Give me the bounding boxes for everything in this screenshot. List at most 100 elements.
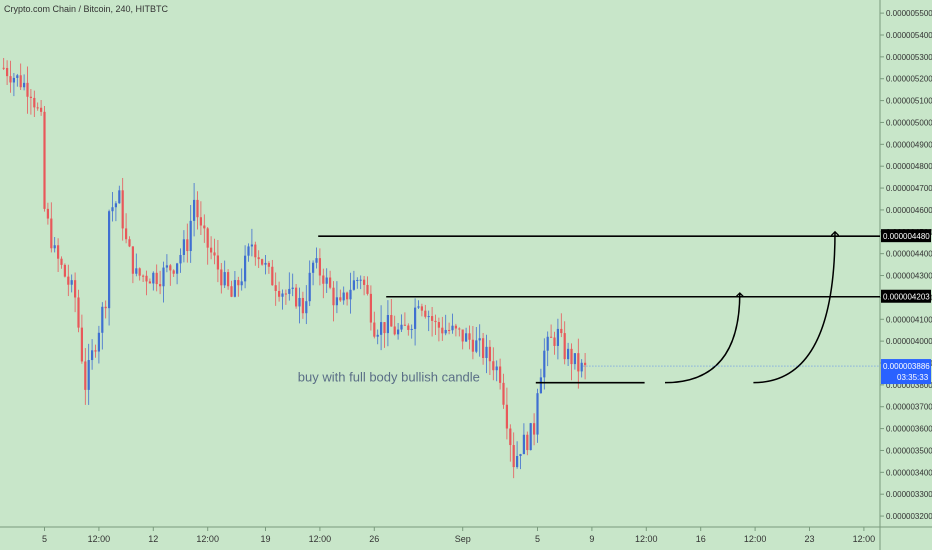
price-tick-label: 0.000005100 <box>886 97 932 106</box>
candle-body <box>295 287 298 307</box>
candle <box>471 325 474 360</box>
candle <box>247 243 250 262</box>
candle-body <box>40 107 43 112</box>
candle-body <box>77 297 80 328</box>
candle-body <box>543 350 546 378</box>
candle <box>206 227 209 265</box>
candle <box>543 338 546 390</box>
candle-body <box>465 333 468 342</box>
candle-body <box>9 76 12 83</box>
candle <box>390 299 393 327</box>
annotations-layer[interactable]: buy with full body bullish candle <box>298 370 480 385</box>
candle <box>220 263 223 294</box>
candle <box>410 324 413 339</box>
candle-body <box>189 220 192 252</box>
candle <box>169 263 172 286</box>
candle <box>563 321 566 365</box>
candle <box>16 73 19 87</box>
price-badges: 0.000004480 0.000004203 0.000003886 03:35:3… <box>583 229 931 385</box>
candle-body <box>254 244 257 258</box>
candle-body <box>560 328 563 334</box>
candle <box>128 236 131 248</box>
candle <box>101 302 104 350</box>
candle-body <box>80 327 83 362</box>
candle <box>505 387 508 440</box>
candle-body <box>196 199 199 218</box>
candle <box>9 60 12 93</box>
candle-body <box>369 293 372 323</box>
price-tick-label: 0.000003500 <box>886 446 932 455</box>
candle-body <box>403 324 406 326</box>
candle-body <box>26 82 29 97</box>
candle-body <box>274 285 277 291</box>
candle-body <box>407 325 410 330</box>
candle <box>499 358 502 390</box>
candle-body <box>271 266 274 286</box>
time-tick-label: 19 <box>260 534 270 544</box>
candle <box>441 316 444 341</box>
candle-body <box>516 456 519 468</box>
candle-body <box>227 272 230 287</box>
candle <box>502 373 505 409</box>
candle-body <box>284 293 287 295</box>
candle-body <box>94 350 97 352</box>
candle-body <box>267 262 270 267</box>
current-price-label: 0.000003886 <box>883 362 930 371</box>
candle-body <box>553 337 556 346</box>
candle <box>91 339 94 370</box>
price-tick-label: 0.000004400 <box>886 250 932 259</box>
candle-body <box>203 225 206 229</box>
candle <box>267 261 270 274</box>
candle <box>577 338 580 389</box>
price-tick-label: 0.000003800 <box>886 381 932 390</box>
candle-body <box>417 306 420 308</box>
candle-body <box>373 322 376 337</box>
candle <box>512 432 515 479</box>
candle-body <box>332 287 335 306</box>
candle-body <box>505 404 508 429</box>
candle <box>308 260 311 307</box>
annotation-text[interactable]: buy with full body bullish candle <box>298 370 480 385</box>
candle-body <box>570 348 573 365</box>
candle-body <box>386 315 389 334</box>
candle-body <box>410 328 413 330</box>
candle <box>482 332 485 365</box>
curved-arrow[interactable] <box>664 293 740 384</box>
candle-body <box>74 280 77 298</box>
candle-body <box>339 297 342 301</box>
candle-body <box>257 257 260 260</box>
candle-body <box>424 310 427 317</box>
candle <box>291 273 294 297</box>
candle <box>19 63 22 91</box>
candle <box>261 258 264 266</box>
candle-body <box>46 208 49 219</box>
curved-arrow[interactable] <box>753 232 835 384</box>
candle-body <box>383 322 386 334</box>
candle-body <box>152 272 155 284</box>
candle <box>203 214 206 243</box>
candle <box>550 324 553 338</box>
candle-body <box>475 340 478 352</box>
horizontal-lines-layer[interactable] <box>318 235 880 384</box>
candle <box>257 250 260 269</box>
candle-body <box>206 228 209 248</box>
candle <box>135 253 138 277</box>
price-tick-label: 0.000004100 <box>886 315 932 324</box>
candle <box>560 313 563 338</box>
candle-body <box>495 366 498 371</box>
candle <box>23 74 26 91</box>
price-tick-label: 0.000005400 <box>886 31 932 40</box>
candle-body <box>6 67 9 77</box>
candle-body <box>359 279 362 281</box>
arrows-layer[interactable] <box>664 232 835 384</box>
candle-body <box>131 246 134 274</box>
candle-body <box>454 325 457 329</box>
candle-body <box>448 329 451 331</box>
time-axis[interactable]: 5 12:00 12 12:00 19 12:00 26 Sep 5 9 12:00 16 12:00 2… <box>42 527 875 544</box>
candle-body <box>213 252 216 256</box>
candle-body <box>223 272 226 286</box>
candle <box>475 326 478 354</box>
candle-body <box>179 254 182 264</box>
